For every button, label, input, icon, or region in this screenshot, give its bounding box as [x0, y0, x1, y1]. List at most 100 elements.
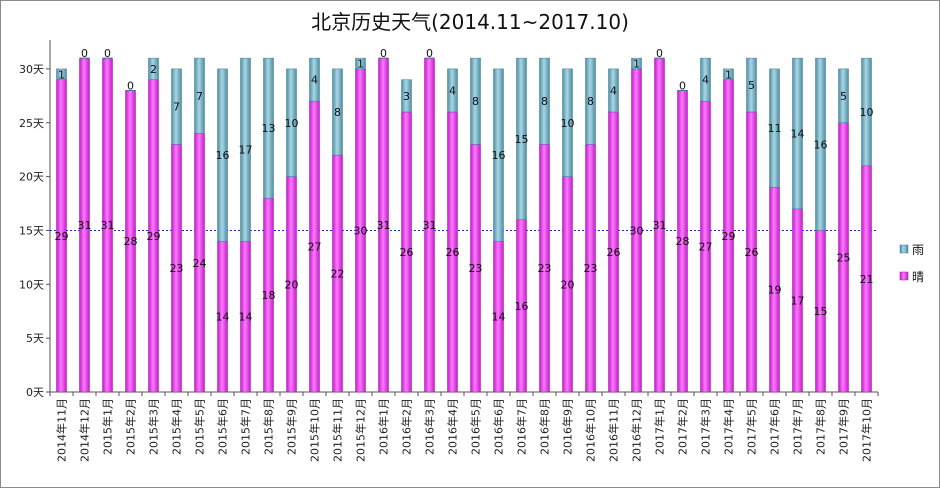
- x-tick-label: 2014年11月: [55, 398, 69, 462]
- bar-rain: [263, 57, 274, 199]
- y-tick-label: 20天: [19, 171, 44, 184]
- data-label-sunny: 23: [538, 262, 552, 275]
- bar-rain: [217, 68, 228, 242]
- data-label-sunny: 16: [515, 300, 529, 313]
- data-label-rain: 8: [472, 95, 479, 108]
- x-tick-label: 2016年12月: [630, 398, 644, 462]
- x-tick-label: 2017年8月: [814, 398, 828, 455]
- chart-title: 北京历史天气(2014.11~2017.10): [311, 10, 629, 34]
- data-label-sunny: 25: [837, 251, 851, 264]
- data-label-rain: 0: [656, 47, 663, 60]
- bar-rain: [493, 68, 504, 242]
- data-label-sunny: 31: [653, 219, 667, 232]
- data-label-sunny: 31: [101, 219, 115, 232]
- bar-rain: [355, 57, 366, 70]
- data-label-sunny: 23: [170, 262, 184, 275]
- data-label-sunny: 31: [78, 219, 92, 232]
- bar-rain: [332, 68, 343, 156]
- x-tick-label: 2017年6月: [768, 398, 782, 455]
- data-label-sunny: 14: [492, 311, 506, 324]
- data-label-rain: 16: [216, 149, 230, 162]
- data-label-sunny: 26: [400, 246, 414, 259]
- data-label-sunny: 30: [354, 224, 368, 237]
- x-tick-label: 2015年3月: [147, 398, 161, 455]
- data-label-rain: 17: [239, 144, 253, 157]
- data-label-rain: 2: [150, 63, 157, 76]
- legend-swatch-rain: [899, 244, 909, 254]
- bar-rain: [838, 68, 849, 123]
- x-tick-label: 2016年2月: [400, 398, 414, 455]
- x-tick-label: 2016年6月: [492, 398, 506, 455]
- bar-rain: [470, 57, 481, 145]
- data-label-rain: 0: [380, 47, 387, 60]
- data-label-rain: 8: [587, 95, 594, 108]
- x-tick-label: 2016年4月: [446, 398, 460, 455]
- x-tick-label: 2017年1月: [653, 398, 667, 455]
- data-label-sunny: 14: [216, 311, 230, 324]
- legend: 雨晴: [899, 243, 924, 284]
- data-label-sunny: 22: [331, 268, 345, 281]
- data-label-rain: 7: [173, 101, 180, 114]
- bar-rain: [815, 57, 826, 231]
- bar-rain: [194, 57, 205, 134]
- bar-rain: [861, 57, 872, 167]
- x-tick-label: 2015年7月: [239, 398, 253, 455]
- data-label-rain: 16: [814, 138, 828, 151]
- bar-rain: [608, 68, 619, 113]
- bar-rain: [148, 57, 159, 80]
- bar-rain: [792, 57, 803, 210]
- bar-rain: [286, 68, 297, 177]
- x-tick-label: 2015年5月: [193, 398, 207, 455]
- data-label-sunny: 28: [676, 235, 690, 248]
- data-label-sunny: 24: [193, 257, 207, 270]
- y-tick-label: 0天: [26, 386, 44, 399]
- data-label-rain: 0: [81, 47, 88, 60]
- x-tick-label: 2015年9月: [285, 398, 299, 455]
- bar-rain: [447, 68, 458, 113]
- data-label-sunny: 29: [55, 230, 69, 243]
- data-label-sunny: 29: [147, 230, 161, 243]
- data-label-rain: 13: [262, 122, 276, 135]
- y-tick-label: 5天: [26, 332, 44, 345]
- data-label-rain: 10: [285, 117, 299, 130]
- bar-rain: [723, 68, 734, 80]
- legend-swatch-sunny: [899, 271, 909, 281]
- data-label-sunny: 20: [285, 278, 299, 291]
- x-tick-label: 2016年9月: [561, 398, 575, 455]
- data-label-sunny: 23: [469, 262, 483, 275]
- bar-rain: [171, 68, 182, 145]
- data-label-rain: 4: [449, 84, 456, 97]
- x-tick-label: 2015年4月: [170, 398, 184, 455]
- legend-label-rain: 雨: [912, 243, 924, 257]
- data-label-rain: 5: [840, 90, 847, 103]
- bar-rain: [769, 68, 780, 188]
- data-label-sunny: 20: [561, 278, 575, 291]
- x-tick-label: 2015年10月: [308, 398, 322, 462]
- data-label-rain: 1: [725, 68, 732, 81]
- y-tick-label: 25天: [19, 117, 44, 130]
- data-label-sunny: 19: [768, 284, 782, 297]
- data-label-rain: 0: [104, 47, 111, 60]
- data-label-rain: 1: [357, 58, 364, 71]
- data-label-sunny: 15: [814, 305, 828, 318]
- data-label-sunny: 18: [262, 289, 276, 302]
- bars: [56, 57, 872, 393]
- data-label-sunny: 14: [239, 311, 253, 324]
- data-label-rain: 1: [633, 58, 640, 71]
- x-tick-label: 2015年1月: [101, 398, 115, 455]
- data-label-rain: 4: [311, 74, 318, 87]
- data-label-rain: 14: [791, 128, 805, 141]
- data-label-sunny: 28: [124, 235, 138, 248]
- x-tick-label: 2016年11月: [607, 398, 621, 462]
- data-label-rain: 1: [58, 68, 65, 81]
- data-label-sunny: 31: [377, 219, 391, 232]
- x-tick-label: 2015年2月: [124, 398, 138, 455]
- data-label-sunny: 23: [584, 262, 598, 275]
- bar-rain: [746, 57, 757, 113]
- data-label-sunny: 26: [446, 246, 460, 259]
- axes: 0天 5天 10天 15天 20天 25天 30天 2014年11月 2014年12月 2015年…: [19, 40, 879, 462]
- data-label-sunny: 21: [860, 273, 874, 286]
- x-tick-label: 2017年3月: [699, 398, 713, 455]
- data-label-rain: 5: [748, 79, 755, 92]
- bar-rain: [700, 57, 711, 102]
